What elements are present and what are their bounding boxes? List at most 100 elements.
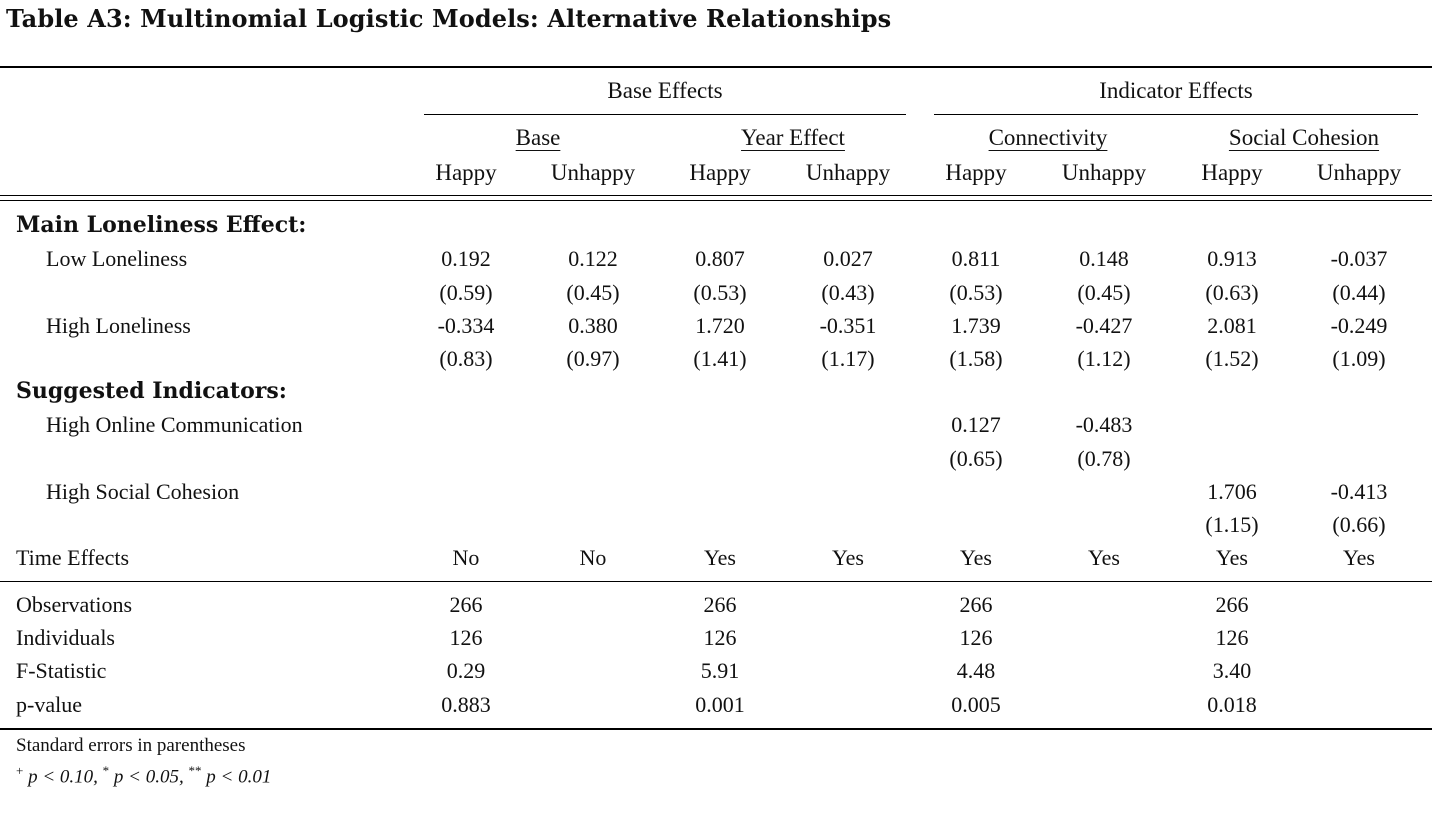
table-cell: Yes xyxy=(1087,545,1120,570)
table-cell: 3.40 xyxy=(1212,658,1252,683)
sig-text-1: p < 0.10, xyxy=(28,766,98,788)
table-cell: 126 xyxy=(703,625,737,650)
table-cell-se: (1.52) xyxy=(1205,346,1259,371)
table-cell-se: (0.45) xyxy=(1077,280,1131,305)
column-header: Unhappy xyxy=(1061,160,1147,185)
table-cell: -0.351 xyxy=(819,313,877,338)
group-header-indicator-effects: Indicator Effects xyxy=(1099,78,1253,103)
row-label-time-effects: Time Effects xyxy=(16,545,130,570)
row-label-low-loneliness: Low Loneliness xyxy=(46,246,188,271)
column-header: Happy xyxy=(435,160,497,185)
table-cell-se: (0.53) xyxy=(949,280,1003,305)
table-cell-se: (0.45) xyxy=(566,280,620,305)
row-label-observations: Observations xyxy=(16,592,133,617)
table-cell-se: (0.44) xyxy=(1332,280,1386,305)
section-heading-main-loneliness: Main Loneliness Effect: xyxy=(16,212,307,238)
table-cell: 0.192 xyxy=(441,246,491,271)
table-cell-se: (0.59) xyxy=(439,280,493,305)
table-cell: 0.380 xyxy=(568,313,618,338)
table-cell-se: (1.17) xyxy=(821,346,875,371)
table-cell: 126 xyxy=(959,625,993,650)
column-header: Happy xyxy=(945,160,1007,185)
model-header-base: Base xyxy=(515,125,561,150)
table-cell: 0.127 xyxy=(951,412,1001,437)
table-cell-se: (1.15) xyxy=(1205,512,1259,537)
model-header-connectivity: Connectivity xyxy=(988,125,1108,150)
table-cell-se: (1.12) xyxy=(1077,346,1131,371)
table-cell: -0.249 xyxy=(1330,313,1388,338)
table-cell: 0.018 xyxy=(1207,692,1257,717)
column-header: Happy xyxy=(689,160,751,185)
table-cell-se: (1.58) xyxy=(949,346,1003,371)
table-cell: -0.334 xyxy=(437,313,495,338)
row-label-high-online-communication: High Online Communication xyxy=(46,412,303,437)
sig-text-3: p < 0.01 xyxy=(206,766,272,788)
header-double-rule-1 xyxy=(0,195,1432,196)
table-cell: 0.001 xyxy=(695,692,745,717)
table-title: Table A3: Multinomial Logistic Models: A… xyxy=(6,4,892,33)
table-cell: 126 xyxy=(1215,625,1249,650)
table-cell: Yes xyxy=(831,545,864,570)
table-cell: 2.081 xyxy=(1207,313,1257,338)
table-cell: 0.29 xyxy=(446,658,486,683)
table-cell: 1.739 xyxy=(951,313,1001,338)
group-header-base-effects: Base Effects xyxy=(607,78,723,103)
row-label-high-social-cohesion: High Social Cohesion xyxy=(46,479,240,504)
group-rule-indicator xyxy=(934,114,1418,115)
table-cell-se: (0.53) xyxy=(693,280,747,305)
header-double-rule-2 xyxy=(0,200,1432,201)
table-cell-se: (0.78) xyxy=(1077,446,1131,471)
table-cell: 0.005 xyxy=(951,692,1001,717)
table-cell: 0.027 xyxy=(823,246,873,271)
row-label-high-loneliness: High Loneliness xyxy=(46,313,191,338)
table-cell: -0.413 xyxy=(1330,479,1388,504)
stats-rule xyxy=(0,581,1432,582)
table-cell: Yes xyxy=(1342,545,1375,570)
top-rule xyxy=(0,66,1432,68)
note-standard-errors: Standard errors in parentheses xyxy=(16,735,246,756)
note-significance: + p < 0.10, * p < 0.05, ** p < 0.01 xyxy=(16,763,271,788)
table-cell: Yes xyxy=(1215,545,1248,570)
table-cell: 0.148 xyxy=(1079,246,1129,271)
column-header: Happy xyxy=(1201,160,1263,185)
table-cell: 4.48 xyxy=(956,658,996,683)
group-rule-base xyxy=(424,114,906,115)
table-cell: 266 xyxy=(449,592,483,617)
table-cell: 0.122 xyxy=(568,246,618,271)
sig-marker-double-star: ** xyxy=(188,763,202,778)
table-cell-se: (0.43) xyxy=(821,280,875,305)
row-label-individuals: Individuals xyxy=(16,625,115,650)
table-cell-se: (1.41) xyxy=(693,346,747,371)
table-cell: No xyxy=(579,545,607,570)
section-heading-suggested-indicators: Suggested Indicators: xyxy=(16,378,287,404)
row-label-p-value: p-value xyxy=(16,692,82,717)
table-cell: 126 xyxy=(449,625,483,650)
table-cell-se: (0.66) xyxy=(1332,512,1386,537)
table-cell: 266 xyxy=(703,592,737,617)
table-cell: 266 xyxy=(1215,592,1249,617)
sig-marker-plus: + xyxy=(16,763,24,778)
row-label-f-statistic: F-Statistic xyxy=(16,658,107,683)
table-cell: -0.427 xyxy=(1075,313,1133,338)
column-header: Unhappy xyxy=(550,160,636,185)
model-header-social-cohesion: Social Cohesion xyxy=(1228,125,1380,150)
table-cell: -0.483 xyxy=(1075,412,1133,437)
table-cell: 1.706 xyxy=(1207,479,1257,504)
table-cell: 0.913 xyxy=(1207,246,1257,271)
sig-marker-star: * xyxy=(102,763,110,778)
table-cell-se: (0.63) xyxy=(1205,280,1259,305)
table-cell: 5.91 xyxy=(700,658,740,683)
model-header-year-effect: Year Effect xyxy=(741,125,845,150)
table-cell: 1.720 xyxy=(695,313,745,338)
column-header: Unhappy xyxy=(805,160,891,185)
table-cell: No xyxy=(452,545,480,570)
table-cell: 266 xyxy=(959,592,993,617)
table-cell: Yes xyxy=(959,545,992,570)
table-cell: 0.811 xyxy=(951,246,1001,271)
table-cell-se: (0.83) xyxy=(439,346,493,371)
table-cell: 0.883 xyxy=(441,692,491,717)
column-header: Unhappy xyxy=(1316,160,1402,185)
sig-text-2: p < 0.05, xyxy=(113,766,184,788)
table-cell: 0.807 xyxy=(695,246,745,271)
